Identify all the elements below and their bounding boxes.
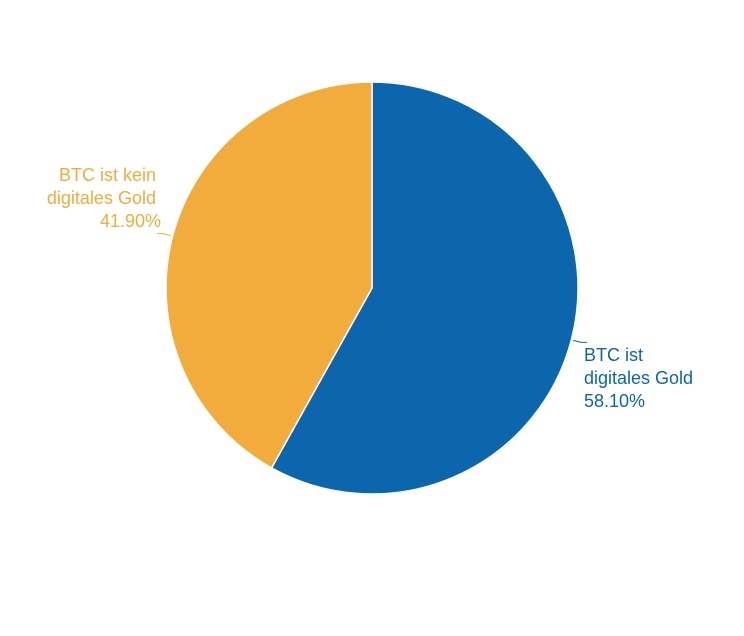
slice-value-btc-not-gold: 41.90% bbox=[100, 211, 161, 231]
slice-value-btc-gold: 58.10% bbox=[584, 391, 645, 411]
leader-line-btc-gold bbox=[573, 339, 588, 343]
slice-label-btc-gold-line-1: BTC ist bbox=[584, 345, 643, 365]
slice-label-btc-not-gold: BTC ist kein digitales Gold 41.90% bbox=[47, 165, 161, 231]
slice-label-btc-not-gold-line-2: digitales Gold bbox=[47, 188, 156, 208]
pie-slices bbox=[165, 81, 579, 495]
slice-label-btc-gold: BTC ist digitales Gold 58.10% bbox=[584, 345, 698, 411]
slice-label-btc-gold-line-2: digitales Gold bbox=[584, 368, 693, 388]
label-leaders bbox=[156, 233, 588, 343]
leader-line-btc-not-gold bbox=[156, 233, 171, 237]
pie-slice-btc-gold bbox=[270, 81, 579, 495]
pie-slice-btc-not-gold bbox=[165, 81, 373, 469]
slice-label-btc-not-gold-line-1: BTC ist kein bbox=[59, 165, 156, 185]
